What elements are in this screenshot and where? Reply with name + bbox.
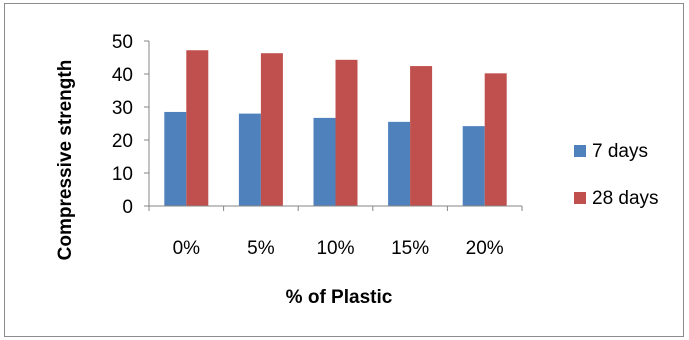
legend-label: 28 days [592, 188, 659, 209]
bar-28-days-15pct [410, 66, 433, 206]
bar-28-days-5pct [260, 53, 283, 207]
bar-7-days-15pct [388, 121, 411, 206]
x-tick-label: 20% [466, 238, 504, 259]
bar-7-days-10pct [313, 117, 336, 206]
y-tick-label: 0 [122, 197, 133, 218]
x-tick-label: 5% [247, 238, 275, 259]
legend: 7 days 28 days [574, 141, 659, 209]
y-tick-label: 40 [112, 65, 133, 86]
x-tick-label: 0% [173, 238, 201, 259]
x-axis-title: % of Plastic [286, 287, 393, 308]
bar-7-days-20pct [462, 126, 485, 206]
bar-7-days-0pct [164, 111, 187, 206]
y-tick-label: 20 [112, 131, 133, 152]
x-tick-label: 15% [391, 238, 429, 259]
y-tick-label: 30 [112, 98, 133, 119]
y-axis-title: Compressive strength [55, 60, 76, 261]
legend-label: 7 days [592, 141, 648, 162]
legend-swatch [574, 145, 586, 157]
bar-28-days-10pct [335, 59, 358, 207]
bar-28-days-0pct [186, 50, 209, 206]
y-tick-label: 10 [112, 164, 133, 185]
y-tick-label: 50 [112, 32, 133, 53]
y-ticks-group: 0 10 20 30 40 50 [112, 32, 149, 218]
bars-group [164, 50, 507, 207]
x-ticks-group: 0% 5% 10% 15% 20% [148, 206, 523, 259]
x-tick-label: 10% [316, 238, 354, 259]
bar-7-days-5pct [238, 113, 261, 206]
bar-28-days-20pct [484, 73, 507, 206]
legend-swatch [574, 192, 586, 204]
